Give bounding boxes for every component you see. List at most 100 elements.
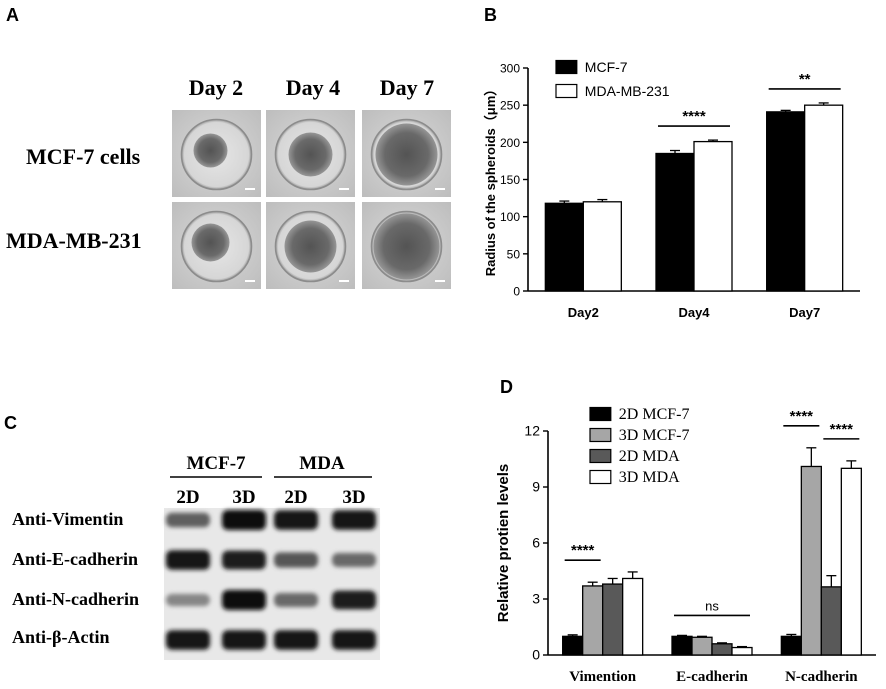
x-tick-label: E-cadherin	[676, 669, 748, 685]
blot-band	[222, 510, 266, 530]
x-tick-label: Day4	[678, 305, 710, 320]
blot-band	[274, 593, 318, 607]
y-tick-label: 6	[532, 535, 540, 551]
spheroid	[288, 132, 333, 177]
bar	[655, 152, 695, 292]
blot-band	[166, 512, 210, 528]
bar	[820, 586, 842, 656]
spheroid	[375, 123, 438, 186]
bar	[582, 585, 604, 656]
y-tick-label: 12	[524, 423, 540, 439]
bar	[622, 577, 644, 656]
bar	[800, 465, 822, 656]
bar	[562, 635, 584, 656]
y-tick-label: 300	[500, 62, 520, 76]
spheroid	[373, 213, 440, 280]
blot-band	[222, 550, 266, 570]
blot-band	[332, 630, 376, 650]
spheroid	[284, 220, 337, 273]
blot-condition-label: 3D	[342, 487, 365, 508]
y-tick-label: 3	[532, 591, 540, 607]
bar	[804, 104, 844, 292]
blot-row-label: Anti-N-cadherin	[12, 589, 139, 609]
blot-band	[166, 630, 210, 650]
blot-band	[332, 553, 376, 567]
bar	[731, 646, 753, 656]
significance-label: ns	[705, 598, 719, 613]
bar	[766, 111, 806, 292]
panel-letter-b: B	[484, 5, 497, 25]
panel-a-row-label: MCF-7 cells	[26, 144, 141, 169]
x-tick-label: Vimention	[569, 669, 637, 685]
legend-label: 2D MCF-7	[619, 406, 690, 423]
x-tick-label: N-cadherin	[785, 669, 858, 685]
panel-letter-c: C	[4, 413, 17, 433]
spheroid	[193, 133, 228, 168]
blot-band	[332, 590, 376, 610]
y-axis-label: Relative protien levels	[495, 464, 512, 622]
panel-c: MCF-7 MDA 2D 3D 2D 3D Anti-Vimentin Anti…	[12, 453, 380, 660]
blot-group-label: MCF-7	[186, 453, 246, 474]
bar	[582, 201, 622, 292]
legend-label: MCF-7	[585, 59, 628, 75]
blot-group-label: MDA	[299, 453, 345, 474]
legend-label: MDA-MB-231	[585, 83, 670, 99]
blot-condition-label: 2D	[284, 487, 307, 508]
y-tick-label: 0	[532, 647, 540, 663]
blot-band	[222, 630, 266, 650]
blot-row-label: Anti-β-Actin	[12, 627, 109, 647]
significance-label: ****	[571, 542, 595, 559]
bar	[544, 202, 584, 292]
legend-label: 3D MCF-7	[619, 427, 690, 444]
bar	[671, 635, 693, 656]
micrograph	[266, 202, 355, 289]
blot-band	[222, 590, 266, 610]
panel-a-col-label: Day 7	[380, 75, 434, 100]
significance-label: ****	[790, 408, 814, 425]
bar	[691, 636, 713, 656]
panel-letter-a: A	[6, 5, 19, 25]
blot-band	[166, 550, 210, 570]
y-tick-label: 9	[532, 479, 540, 495]
y-tick-label: 150	[500, 173, 520, 187]
micrograph	[362, 202, 451, 289]
bar	[840, 467, 862, 656]
bar	[711, 643, 733, 656]
blot-condition-label: 3D	[232, 487, 255, 508]
legend-label: 2D MDA	[619, 448, 680, 465]
blot-band	[274, 630, 318, 650]
micrograph	[266, 110, 355, 197]
blot-band	[332, 510, 376, 530]
panel-a-col-label: Day 4	[286, 75, 340, 100]
y-axis-label: Radius of the spheroids（μm）	[483, 83, 498, 277]
blot-bands	[166, 510, 376, 650]
significance-label: ****	[830, 421, 854, 438]
y-tick-label: 250	[500, 99, 520, 113]
legend-swatch	[589, 406, 612, 422]
micrograph-grid	[172, 110, 451, 289]
blot-band	[274, 510, 318, 530]
panel-a: Day 2 Day 4 Day 7 MCF-7 cells MDA-MB-231	[6, 75, 451, 289]
y-tick-label: 100	[500, 210, 520, 224]
significance-label: ****	[682, 108, 706, 125]
blot-condition-label: 2D	[176, 487, 199, 508]
blot-row-label: Anti-E-cadherin	[12, 549, 138, 569]
bar	[693, 140, 733, 292]
micrograph	[172, 202, 261, 289]
legend-swatch	[589, 448, 612, 464]
panel-letter-d: D	[500, 377, 513, 397]
y-tick-label: 200	[500, 136, 520, 150]
x-tick-label: Day7	[789, 305, 820, 320]
legend-swatch	[589, 427, 612, 443]
bar	[780, 635, 802, 656]
panel-a-col-label: Day 2	[189, 75, 243, 100]
y-tick-label: 0	[513, 285, 520, 299]
blot-row-label: Anti-Vimentin	[12, 509, 123, 529]
micrograph	[172, 110, 261, 197]
y-tick-label: 50	[507, 247, 521, 261]
x-tick-label: Day2	[568, 305, 599, 320]
spheroid	[191, 223, 230, 262]
legend-label: 3D MDA	[619, 469, 680, 486]
